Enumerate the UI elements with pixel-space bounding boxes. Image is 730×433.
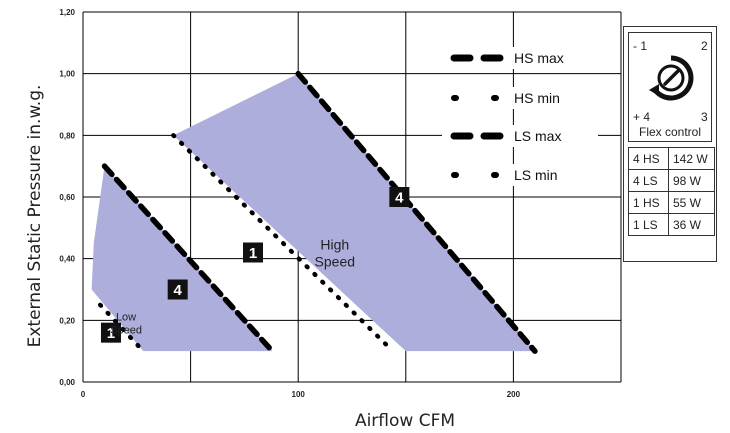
table-row: 4 HS 142 W — [628, 147, 715, 170]
marker-box-3 — [389, 187, 410, 207]
y-tick-label: 0,60 — [59, 193, 75, 202]
x-tick-label: 0 — [81, 390, 86, 399]
operating-regions — [91, 73, 535, 352]
setting-cell: 4 LS — [628, 169, 669, 192]
table-row: 4 LS 98 W — [628, 169, 715, 192]
region-label-0: High — [320, 236, 349, 252]
region-0 — [173, 73, 535, 352]
legend-label-2: LS max — [514, 128, 561, 144]
setting-markers: 1 4 1 4 — [100, 187, 410, 343]
marker-label-3: 4 — [395, 190, 404, 207]
series-line-2 — [101, 163, 276, 354]
marker-box-2 — [243, 242, 264, 263]
y-tick-label: 1,00 — [59, 70, 75, 79]
flex-control-panel: - 1 2 + 4 3 Flex control 4 HS 142 W 4 LS… — [623, 26, 717, 262]
axis-ticks: 0,00 0,20 0,40 0,60 0,80 1,00 1,20 0 100 200 — [59, 8, 520, 399]
legend-bg-1 — [442, 87, 598, 109]
marker-box-0 — [100, 322, 121, 343]
series-line-1 — [171, 133, 396, 354]
series-line-3 — [97, 302, 146, 354]
region-label-1: Low — [116, 311, 136, 323]
dial-label-minus-1: - 1 — [633, 39, 648, 53]
x-axis-title: Airflow CFM — [355, 411, 455, 431]
setting-cell: 4 HS — [628, 147, 669, 170]
curve-series — [97, 70, 538, 354]
power-cell: 36 W — [668, 213, 715, 236]
series-line-0 — [295, 70, 538, 354]
legend-bg-0 — [442, 47, 598, 69]
y-tick-label: 0,40 — [59, 255, 75, 264]
legend-label-3: LS min — [514, 167, 558, 183]
power-cell: 98 W — [668, 169, 715, 192]
setting-cell: 1 HS — [628, 191, 669, 214]
region-label-0: Speed — [315, 253, 355, 269]
marker-label-2: 1 — [249, 245, 257, 262]
table-row: 1 LS 36 W — [628, 213, 715, 236]
marker-label-1: 4 — [174, 282, 183, 299]
dial-label-2: 2 — [701, 39, 708, 53]
legend-label-0: HS max — [514, 50, 564, 66]
marker-label-0: 1 — [107, 325, 115, 342]
table-row: 1 HS 55 W — [628, 191, 715, 214]
flex-control-dial-box: - 1 2 + 4 3 Flex control — [628, 32, 712, 142]
flex-control-title: Flex control — [638, 125, 702, 139]
power-cell: 55 W — [668, 191, 715, 214]
power-cell: 142 W — [668, 147, 715, 170]
x-tick-label: 200 — [507, 390, 521, 399]
dial-label-3: 3 — [701, 110, 708, 124]
y-axis-title: External Static Pressure in.w.g. — [25, 85, 45, 348]
dial-label-plus-4: + 4 — [633, 110, 651, 124]
y-tick-label: 0,80 — [59, 131, 75, 140]
marker-box-1 — [167, 279, 188, 300]
y-tick-label: 0,00 — [59, 378, 75, 387]
legend-bg-3 — [442, 164, 598, 186]
legend-bg-2 — [442, 125, 598, 147]
setting-cell: 1 LS — [628, 213, 669, 236]
x-tick-label: 100 — [292, 390, 306, 399]
y-tick-label: 1,20 — [59, 8, 75, 17]
y-tick-label: 0,20 — [59, 316, 75, 325]
legend: HS max HS min LS max LS min — [442, 47, 598, 186]
flex-dial-icon — [649, 55, 694, 101]
region-label-1: Speed — [110, 324, 142, 336]
legend-label-1: HS min — [514, 90, 560, 106]
power-table: 4 HS 142 W 4 LS 98 W 1 HS 55 W 1 LS 36 W — [628, 147, 715, 236]
